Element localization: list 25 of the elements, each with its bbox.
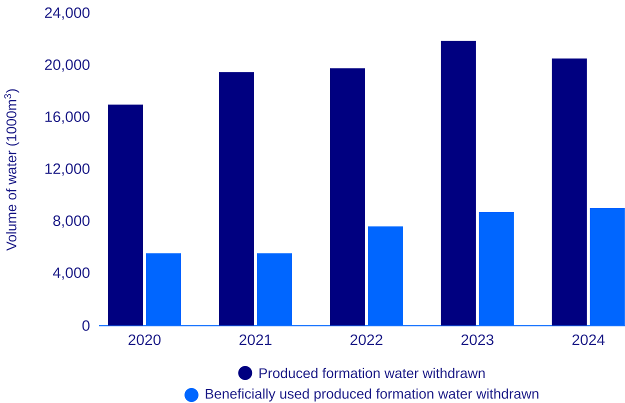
y-tick-label: 20,000 (45, 59, 90, 72)
bar (552, 58, 587, 326)
bar (146, 253, 182, 326)
y-tick-label: 24,000 (45, 7, 90, 20)
bar (330, 68, 365, 326)
bar (108, 104, 144, 326)
y-tick-label: 16,000 (45, 111, 90, 124)
bar (440, 40, 476, 326)
legend-label: Produced formation water withdrawn (260, 368, 485, 378)
y-axis-title: Volume of water (1000m$^{3}$) (4, 89, 20, 251)
bar (256, 253, 292, 326)
y-tick-label: 4,000 (52, 267, 90, 280)
y-tick-label: 8,000 (53, 215, 90, 228)
x-tick-label: 2024 (572, 334, 605, 346)
bar (478, 212, 514, 326)
x-tick-label: 2023 (461, 334, 494, 346)
legend-label: Beneficially used produced formation water withdrawn (206, 388, 538, 402)
bar (218, 72, 254, 326)
bar (368, 226, 403, 326)
x-tick-label: 2020 (128, 334, 161, 346)
x-tick-label: 2021 (240, 334, 272, 346)
x-tick-label: 2022 (350, 334, 382, 346)
y-tick-label: 12,000 (45, 163, 90, 176)
bar (590, 208, 625, 326)
y-tick-label: 0 (82, 320, 90, 331)
